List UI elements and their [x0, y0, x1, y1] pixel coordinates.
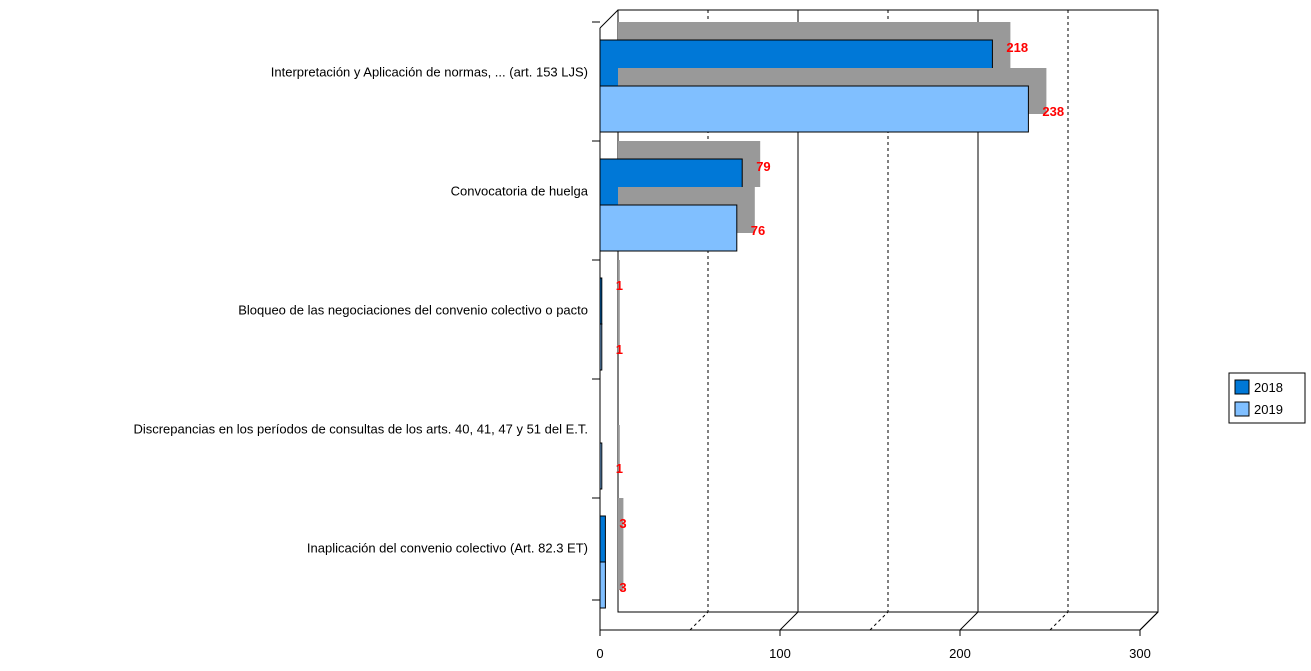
data-label: 76	[751, 223, 765, 238]
floor-gridline	[779, 611, 799, 631]
x-tick-label: 300	[1129, 646, 1151, 661]
left-wall-top-edge	[599, 9, 619, 29]
data-label: 218	[1006, 40, 1028, 55]
legend-swatch	[1234, 379, 1250, 395]
data-label: 238	[1042, 104, 1064, 119]
x-tick-label: 200	[949, 646, 971, 661]
data-label: 3	[619, 516, 626, 531]
floor-gridline	[869, 611, 889, 631]
legend-swatch	[1234, 401, 1250, 417]
category-label: Convocatoria de huelga	[451, 184, 589, 199]
bar-shadow	[618, 544, 624, 590]
bar	[599, 85, 1029, 133]
category-label: Discrepancias en los períodos de consult…	[133, 422, 588, 437]
floor-gridline	[689, 611, 709, 631]
legend-label: 2019	[1254, 402, 1283, 417]
floor-gridline	[959, 611, 979, 631]
floor-gridline	[1049, 611, 1069, 631]
bar	[599, 442, 603, 490]
data-label: 1	[616, 342, 623, 357]
bar	[599, 515, 606, 563]
bar	[599, 204, 738, 252]
bar	[599, 561, 606, 609]
bar	[599, 323, 603, 371]
data-label: 1	[616, 461, 623, 476]
bar	[599, 277, 603, 325]
data-label: 79	[756, 159, 770, 174]
bar-shadow	[618, 498, 624, 544]
category-label: Interpretación y Aplicación de normas, .…	[271, 65, 588, 80]
legend-label: 2018	[1254, 380, 1283, 395]
x-tick-label: 0	[596, 646, 603, 661]
bar-shadow	[618, 425, 620, 471]
category-label: Bloqueo de las negociaciones del conveni…	[238, 303, 588, 318]
x-tick-label: 100	[769, 646, 791, 661]
bar-shadow	[618, 260, 620, 306]
data-label: 1	[616, 278, 623, 293]
data-label: 3	[619, 580, 626, 595]
bar-shadow	[618, 306, 620, 352]
floor-gridline	[1139, 611, 1159, 631]
category-label: Inaplicación del convenio colectivo (Art…	[307, 541, 588, 556]
